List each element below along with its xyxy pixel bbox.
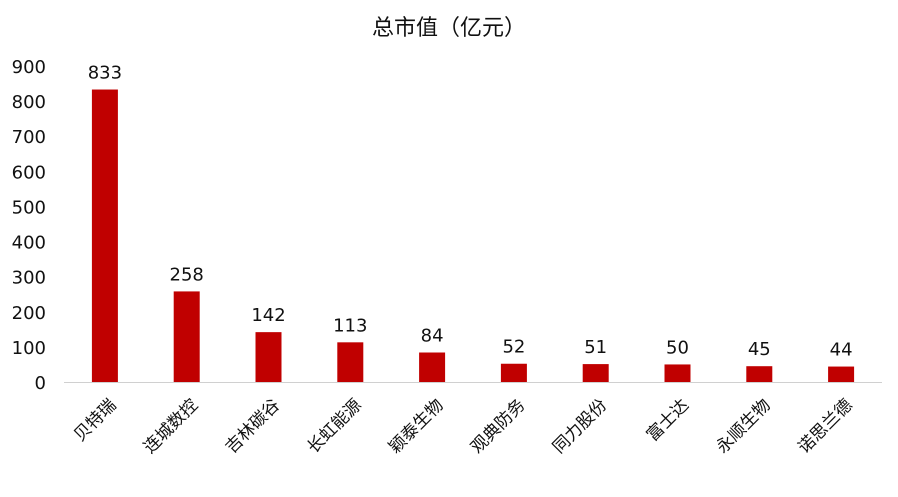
data-label: 258 (170, 264, 204, 285)
y-tick-label: 400 (12, 233, 46, 254)
data-label: 833 (88, 63, 122, 84)
bar (337, 342, 364, 382)
bar (664, 364, 691, 382)
y-tick-label: 500 (12, 197, 46, 218)
data-label: 84 (421, 326, 444, 347)
x-tick-label: 连城数控 (140, 395, 202, 457)
x-tick-label: 诺思兰德 (794, 395, 856, 457)
y-tick-label: 600 (12, 162, 46, 183)
bar (173, 291, 200, 382)
x-tick-label: 贝特瑞 (70, 395, 120, 445)
bar (828, 366, 855, 382)
bar (419, 352, 446, 382)
data-label: 142 (251, 305, 285, 326)
x-tick-label: 永顺生物 (713, 395, 775, 457)
x-tick-label: 观典防务 (467, 395, 529, 457)
data-label: 50 (666, 337, 689, 358)
y-tick-label: 800 (12, 92, 46, 113)
y-tick-label: 100 (12, 338, 46, 359)
y-tick-label: 200 (12, 303, 46, 324)
data-label: 44 (830, 340, 853, 361)
y-tick-label: 300 (12, 268, 46, 289)
bar (255, 332, 282, 382)
y-tick-label: 0 (35, 373, 46, 394)
y-tick-label: 700 (12, 127, 46, 148)
data-label: 45 (748, 339, 771, 360)
data-label: 51 (584, 337, 607, 358)
y-tick-label: 900 (12, 57, 46, 78)
x-tick-label: 长虹能源 (304, 395, 366, 457)
data-label: 52 (502, 337, 525, 358)
data-label: 113 (333, 315, 367, 336)
bar (91, 89, 118, 382)
x-tick-label: 吉林碳谷 (222, 395, 284, 457)
bar (500, 363, 527, 382)
x-tick-label: 富士达 (643, 395, 693, 445)
bar (582, 364, 609, 382)
x-tick-label: 同力股份 (549, 395, 611, 457)
chart-title: 总市值（亿元） (371, 16, 526, 41)
bar (746, 366, 773, 382)
x-tick-label: 颖泰生物 (385, 395, 447, 457)
